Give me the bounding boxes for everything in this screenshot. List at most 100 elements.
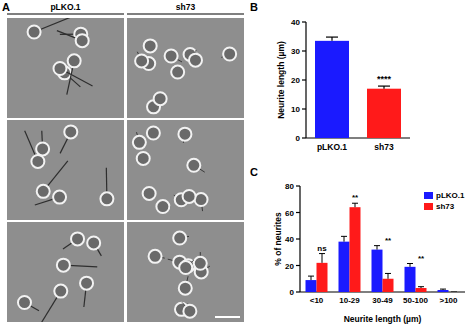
column-rule <box>127 14 244 15</box>
cell <box>64 125 77 138</box>
bar <box>449 292 460 293</box>
error-cap <box>308 276 314 277</box>
error-stem <box>311 276 312 280</box>
y-axis-label: Neurite length (µm) <box>276 41 286 119</box>
y-tick-label: 80 <box>285 182 294 191</box>
error-bar <box>341 236 347 241</box>
y-tick <box>296 212 300 213</box>
error-bar <box>378 86 390 89</box>
cell <box>28 26 41 39</box>
x-tick-label: >100 <box>439 296 458 305</box>
bar <box>372 250 383 292</box>
micrograph <box>127 222 244 322</box>
y-tick <box>302 50 306 51</box>
x-tick-label: 10-29 <box>339 296 360 305</box>
chart-b: 010203040Neurite length (µm)pLKO.1sh73**… <box>276 18 410 152</box>
legend-swatch <box>424 203 433 210</box>
error-cap <box>378 85 390 86</box>
cell <box>133 136 146 149</box>
cell <box>37 185 50 198</box>
cell <box>187 159 200 172</box>
image-background <box>7 222 124 322</box>
cell <box>36 142 49 155</box>
bar <box>339 242 350 292</box>
legend: pLKO.1 sh73 <box>424 191 465 211</box>
significance: ** <box>418 254 425 263</box>
cell <box>143 187 156 200</box>
error-cap <box>319 253 325 254</box>
error-bar <box>326 37 338 41</box>
bar <box>367 89 401 138</box>
panel-label: B <box>250 1 258 13</box>
panel-label: C <box>250 166 258 178</box>
cell <box>100 192 113 205</box>
y-tick <box>302 137 306 138</box>
error-cap <box>374 245 380 246</box>
bar <box>317 263 328 292</box>
bar <box>438 290 449 292</box>
chart-c: 020406080% of neuritesNeurite length (µm… <box>273 182 465 324</box>
figure: ApLKO.1sh73B010203040Neurite length (µm)… <box>0 0 472 329</box>
bar <box>405 267 416 292</box>
image-background <box>7 18 124 118</box>
error-bar <box>374 246 380 250</box>
y-tick <box>296 185 300 186</box>
y-tick-label: 20 <box>291 76 300 85</box>
image-background <box>127 18 244 118</box>
image-background <box>7 120 124 220</box>
bars <box>315 37 401 138</box>
y-tick <box>296 265 300 266</box>
cell <box>183 190 196 203</box>
y-tick <box>296 238 300 239</box>
y-tick-label: 20 <box>285 262 294 271</box>
bar <box>350 207 361 292</box>
y-tick-label: 40 <box>285 235 294 244</box>
x-tick-label: pLKO.1 <box>317 142 347 152</box>
x-tick-label: 30-49 <box>372 296 393 305</box>
x-axis-label: Neurite length (µm) <box>344 314 422 324</box>
cell <box>76 34 89 47</box>
error-cap <box>418 286 424 287</box>
cell <box>171 66 184 79</box>
error-cap <box>451 292 457 293</box>
image-background <box>127 222 244 322</box>
significance: ** <box>352 193 359 202</box>
image-background <box>127 120 244 220</box>
micrograph <box>7 120 124 220</box>
micrograph <box>127 18 244 118</box>
cell <box>31 155 44 168</box>
cell <box>71 232 84 245</box>
legend-label: sh73 <box>436 202 455 211</box>
cell <box>18 296 31 309</box>
significance: ** <box>385 236 392 245</box>
cell <box>53 191 66 204</box>
error-cap <box>385 273 391 274</box>
error-cap <box>326 36 338 37</box>
cell <box>194 257 207 270</box>
x-tick-label: 50-100 <box>403 296 428 305</box>
column-label: sh73 <box>176 2 196 12</box>
error-stem <box>377 246 378 250</box>
error-bar <box>440 289 446 291</box>
error-bar <box>319 254 325 263</box>
y-tick-label: 30 <box>291 47 300 56</box>
column-rule <box>7 14 124 15</box>
error-stem <box>388 273 389 278</box>
x-tick-label: sh73 <box>374 142 394 152</box>
micrograph <box>7 222 124 322</box>
panel-label: A <box>2 1 10 13</box>
cell <box>165 50 178 63</box>
legend-label: pLKO.1 <box>436 191 465 200</box>
cell <box>183 305 196 318</box>
bars <box>306 203 458 292</box>
cell <box>137 152 150 165</box>
legend-swatch <box>424 192 433 199</box>
bar <box>416 288 427 292</box>
cell <box>178 128 191 141</box>
y-axis-label: % of neurites <box>273 212 283 266</box>
cell <box>68 54 81 67</box>
cell <box>156 200 169 213</box>
x-tick-label: <10 <box>310 296 324 305</box>
cell <box>195 193 208 206</box>
y-tick-label: 60 <box>285 209 294 218</box>
